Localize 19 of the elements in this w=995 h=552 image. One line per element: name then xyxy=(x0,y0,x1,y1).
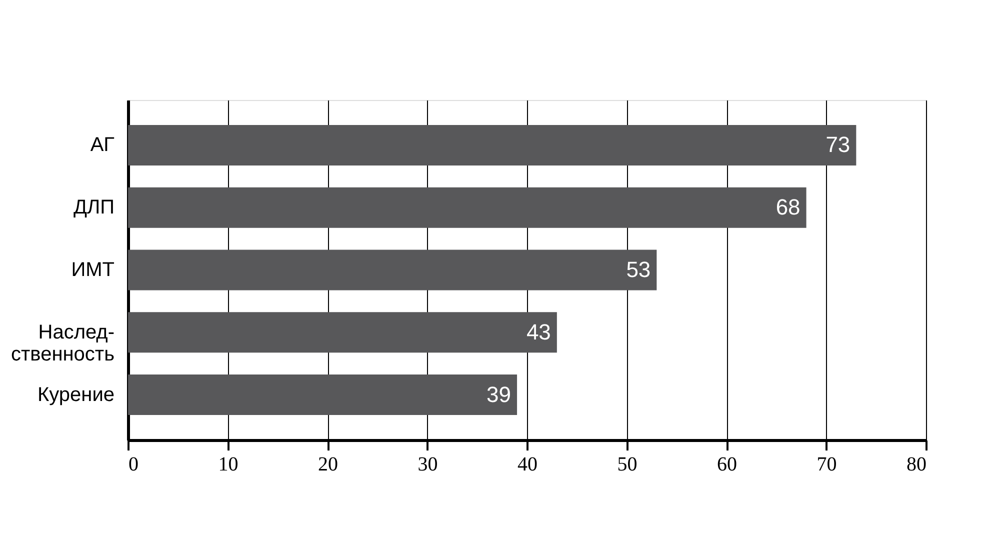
data-label: 53 xyxy=(626,257,651,282)
data-label: 68 xyxy=(776,194,800,220)
data-label: 39 xyxy=(486,382,512,407)
x-tick-label: 50 xyxy=(617,454,638,476)
y-tick-label: Наслед- ственность xyxy=(11,321,114,366)
data-label: 73 xyxy=(826,132,850,158)
x-tick-label: 80 xyxy=(906,454,926,476)
x-tick-label: 10 xyxy=(218,454,238,476)
y-tick-label: ДЛП xyxy=(73,196,114,219)
x-tick-label: 20 xyxy=(318,454,338,476)
y-tick-label: АГ xyxy=(90,134,115,156)
y-tick-label: Курение xyxy=(37,384,114,406)
x-tick-label: 30 xyxy=(418,454,438,476)
y-tick-label: ИМТ xyxy=(71,259,114,281)
data-label: 43 xyxy=(526,319,551,344)
x-tick-label: 70 xyxy=(816,454,837,476)
x-tick-label: 0 xyxy=(128,454,138,476)
x-tick-label: 60 xyxy=(717,454,737,476)
x-tick-label: 40 xyxy=(518,454,538,476)
